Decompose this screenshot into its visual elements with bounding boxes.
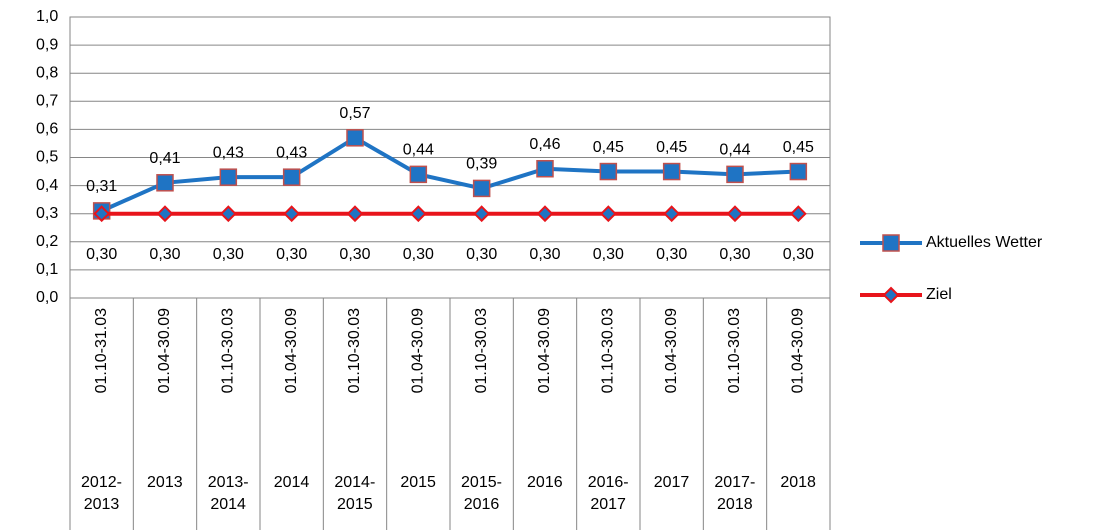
data-label: 0,30: [276, 246, 307, 263]
marker: [219, 168, 238, 186]
data-label: 0,46: [529, 136, 560, 153]
data-label: 0,57: [339, 105, 370, 122]
marker: [726, 205, 744, 223]
marker: [409, 165, 428, 184]
data-label: 0,43: [276, 144, 307, 161]
x-tick-label: 01.04-30.09: [283, 308, 300, 394]
data-label: 0,45: [656, 139, 687, 156]
y-tick-label: 0,1: [36, 261, 58, 278]
y-tick-label: 0,0: [36, 289, 58, 306]
x-tick-label: 01.04-30.09: [536, 308, 553, 394]
category-group-label: 2013: [147, 474, 183, 491]
marker: [789, 162, 808, 181]
legend-marker: [882, 234, 900, 252]
marker: [409, 205, 427, 223]
category-group-label: 2016-2017: [587, 474, 629, 513]
marker: [283, 205, 301, 223]
data-label: 0,30: [149, 246, 180, 263]
data-label: 0,41: [149, 150, 180, 167]
data-label: 0,39: [466, 156, 497, 173]
y-tick-label: 0,8: [36, 64, 58, 81]
legend-marker: [882, 286, 900, 304]
y-tick-label: 0,3: [36, 205, 58, 222]
y-tick-label: 0,4: [36, 177, 58, 194]
data-label: 0,45: [783, 139, 814, 156]
y-tick-label: 0,2: [36, 233, 58, 250]
data-label: 0,30: [656, 246, 687, 263]
marker: [346, 129, 364, 147]
x-tick-label: 01.10-30.03: [726, 308, 743, 394]
category-group-label: 2014: [273, 474, 310, 491]
data-label: 0,44: [719, 142, 750, 159]
marker: [156, 174, 174, 192]
marker: [472, 179, 491, 198]
y-tick-label: 0,6: [36, 121, 58, 138]
x-tick-label: 01.10-30.03: [346, 308, 363, 394]
x-tick-label: 01.04-30.09: [663, 308, 680, 394]
marker: [93, 205, 111, 223]
y-tick-label: 0,9: [36, 36, 58, 53]
marker: [473, 205, 491, 223]
marker: [726, 165, 744, 184]
x-tick-label: 01.10-30.03: [600, 308, 617, 394]
data-label: 0,30: [213, 246, 244, 263]
marker: [346, 205, 364, 223]
marker: [599, 162, 618, 181]
data-label: 0,45: [593, 139, 624, 156]
data-label: 0,30: [86, 246, 117, 263]
category-group-label: 2016: [527, 474, 563, 491]
category-group-label: 2017-2018: [714, 474, 756, 513]
data-label: 0,30: [529, 246, 560, 263]
marker: [599, 205, 617, 223]
category-group-label: 2017: [653, 474, 690, 491]
y-tick-label: 0,7: [36, 93, 58, 110]
x-tick-label: 01.10-30.03: [473, 308, 490, 394]
marker: [282, 168, 301, 186]
marker: [789, 205, 807, 223]
marker: [536, 205, 554, 223]
data-label: 0,30: [403, 246, 434, 263]
data-label: 0,30: [719, 246, 750, 263]
data-label: 0,30: [466, 246, 497, 263]
category-group-label: 2015: [400, 474, 436, 491]
data-label: 0,31: [86, 178, 117, 195]
category-group-label: 2012-2013: [81, 474, 122, 513]
x-tick-label: 01.10-31.03: [93, 308, 110, 394]
x-tick-label: 01.04-30.09: [410, 308, 427, 394]
legend-label: Ziel: [926, 286, 952, 303]
category-group-label: 2013-2014: [207, 474, 249, 513]
category-group-label: 2014-2015: [334, 474, 376, 513]
x-tick-label: 01.04-30.09: [790, 308, 807, 394]
data-label: 0,30: [593, 246, 624, 263]
data-label: 0,30: [783, 246, 814, 263]
category-group-label: 2018: [780, 474, 816, 491]
category-group-label: 2015-2016: [461, 474, 502, 513]
data-label: 0,30: [339, 246, 370, 263]
marker: [663, 205, 681, 223]
marker: [662, 162, 681, 181]
data-label: 0,44: [403, 142, 434, 159]
legend-label: Aktuelles Wetter: [926, 234, 1043, 251]
marker: [219, 205, 237, 223]
y-tick-label: 1,0: [36, 8, 58, 25]
marker: [536, 159, 554, 178]
x-tick-label: 01.04-30.09: [156, 308, 173, 394]
data-label: 0,43: [213, 144, 244, 161]
y-tick-label: 0,5: [36, 149, 58, 166]
series-line: [100, 135, 799, 213]
x-tick-label: 01.10-30.03: [220, 308, 237, 394]
marker: [156, 205, 174, 223]
